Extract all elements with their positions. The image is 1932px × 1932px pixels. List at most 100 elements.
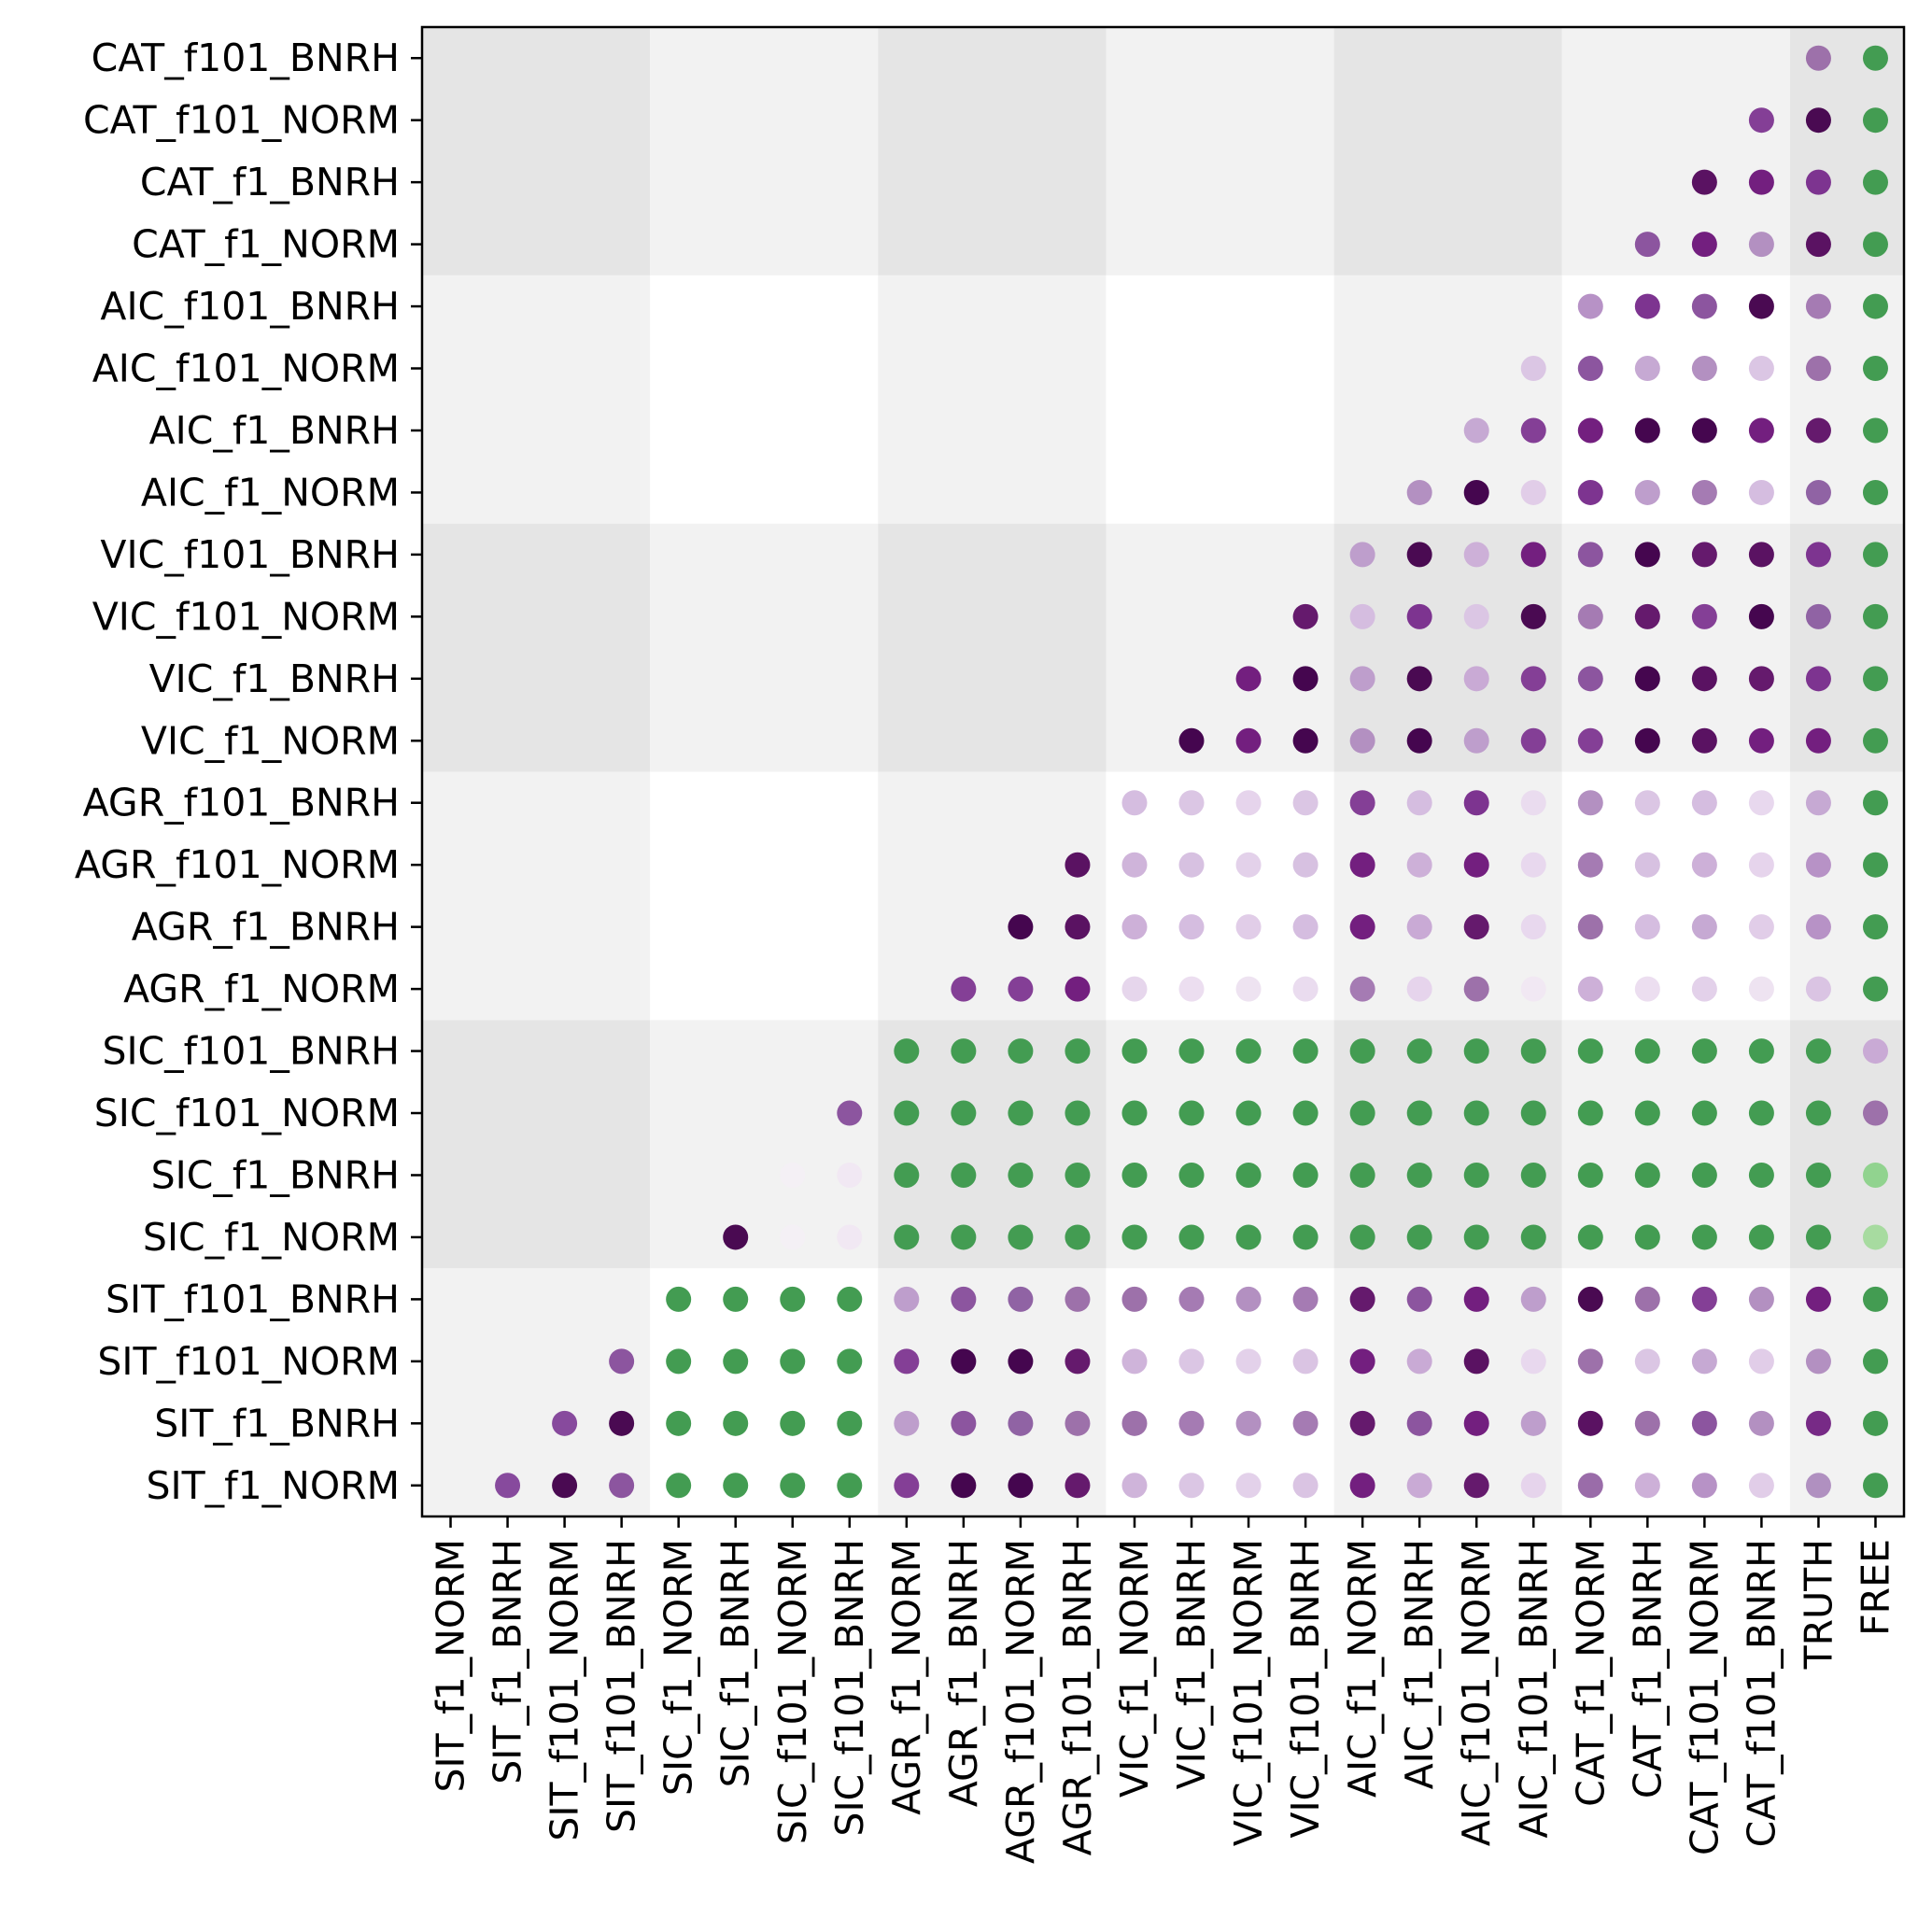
data-point — [609, 1348, 635, 1375]
y-tick-label: SIC_f1_NORM — [143, 1215, 400, 1260]
y-tick-label: SIT_f1_BNRH — [154, 1401, 400, 1445]
data-point — [1577, 1348, 1603, 1375]
data-point — [1121, 914, 1148, 940]
data-point — [1235, 914, 1262, 940]
data-point — [1577, 727, 1603, 754]
x-tick-label: CAT_f101_NORM — [1682, 1539, 1727, 1855]
data-point — [1748, 1286, 1774, 1312]
data-point — [1862, 1348, 1888, 1375]
data-point — [723, 1224, 749, 1250]
data-point — [1634, 232, 1660, 258]
data-point — [1577, 976, 1603, 1002]
data-point — [1349, 976, 1375, 1002]
data-point — [1862, 45, 1888, 71]
data-point — [1748, 169, 1774, 195]
data-point — [1349, 666, 1375, 692]
data-point — [1235, 1224, 1262, 1250]
data-point — [1520, 1286, 1546, 1312]
data-point — [1520, 852, 1546, 878]
data-point — [1748, 1162, 1774, 1188]
data-point — [780, 1286, 806, 1312]
data-point — [1065, 1348, 1091, 1375]
x-tick-label: AIC_f1_BNRH — [1397, 1539, 1442, 1789]
data-point — [1691, 1348, 1717, 1375]
data-point — [1577, 666, 1603, 692]
data-point — [894, 1224, 920, 1250]
data-point — [1178, 852, 1205, 878]
background-block — [1789, 1268, 1904, 1516]
data-point — [1748, 976, 1774, 1002]
data-point — [951, 1410, 977, 1436]
background-block — [878, 1268, 1107, 1516]
data-point — [1691, 790, 1717, 816]
data-point — [1406, 1348, 1432, 1375]
data-point — [1463, 727, 1489, 754]
data-point — [1634, 1348, 1660, 1375]
data-point — [1748, 542, 1774, 568]
data-point — [1520, 356, 1546, 382]
data-point — [1634, 1162, 1660, 1188]
background-block — [1106, 1268, 1334, 1516]
background-block — [878, 275, 1107, 524]
data-point — [1862, 1224, 1888, 1250]
data-point — [1862, 479, 1888, 505]
data-point — [1008, 1100, 1034, 1126]
data-point — [1463, 976, 1489, 1002]
data-point — [1178, 914, 1205, 940]
data-point — [1691, 1162, 1717, 1188]
data-point — [1235, 1162, 1262, 1188]
data-point — [1748, 1348, 1774, 1375]
x-tick-label: SIT_f101_BNRH — [599, 1539, 644, 1833]
data-point — [609, 1410, 635, 1436]
data-point — [1121, 790, 1148, 816]
data-point — [1862, 603, 1888, 629]
data-point — [1349, 542, 1375, 568]
data-point — [1862, 666, 1888, 692]
data-point — [1577, 1473, 1603, 1499]
data-point — [1406, 1410, 1432, 1436]
data-point — [1235, 790, 1262, 816]
data-point — [1520, 976, 1546, 1002]
data-point — [1634, 293, 1660, 319]
data-point — [1691, 603, 1717, 629]
data-point — [1349, 914, 1375, 940]
x-tick-label: SIT_f1_BNRH — [486, 1539, 530, 1784]
data-point — [1292, 727, 1319, 754]
data-point — [837, 1473, 863, 1499]
data-point — [1805, 976, 1831, 1002]
data-point — [1406, 1473, 1432, 1499]
y-tick-label: SIT_f101_NORM — [97, 1339, 400, 1384]
data-point — [1577, 356, 1603, 382]
data-point — [951, 1224, 977, 1250]
data-point — [1577, 1162, 1603, 1188]
data-point — [1292, 1410, 1319, 1436]
data-point — [1748, 356, 1774, 382]
data-point — [552, 1473, 578, 1499]
data-point — [1805, 356, 1831, 382]
data-point — [1008, 1410, 1034, 1436]
data-point — [837, 1410, 863, 1436]
data-point — [666, 1410, 692, 1436]
background-block — [878, 523, 1107, 772]
background-block — [1333, 1020, 1562, 1269]
data-point — [1577, 914, 1603, 940]
data-point — [1862, 790, 1888, 816]
data-point — [1748, 1473, 1774, 1499]
data-point — [894, 1348, 920, 1375]
data-point — [1008, 1473, 1034, 1499]
data-point — [1463, 852, 1489, 878]
data-point — [1862, 107, 1888, 134]
x-tick-label: AIC_f1_NORM — [1340, 1539, 1385, 1798]
background-block — [1333, 1268, 1562, 1516]
data-point — [1691, 293, 1717, 319]
background-block — [878, 1020, 1107, 1269]
background-block — [1789, 523, 1904, 772]
data-point — [1691, 976, 1717, 1002]
data-point — [894, 1100, 920, 1126]
data-point — [1292, 666, 1319, 692]
data-point — [1691, 169, 1717, 195]
data-point — [1577, 1286, 1603, 1312]
data-point — [1406, 790, 1432, 816]
data-point — [552, 1410, 578, 1436]
